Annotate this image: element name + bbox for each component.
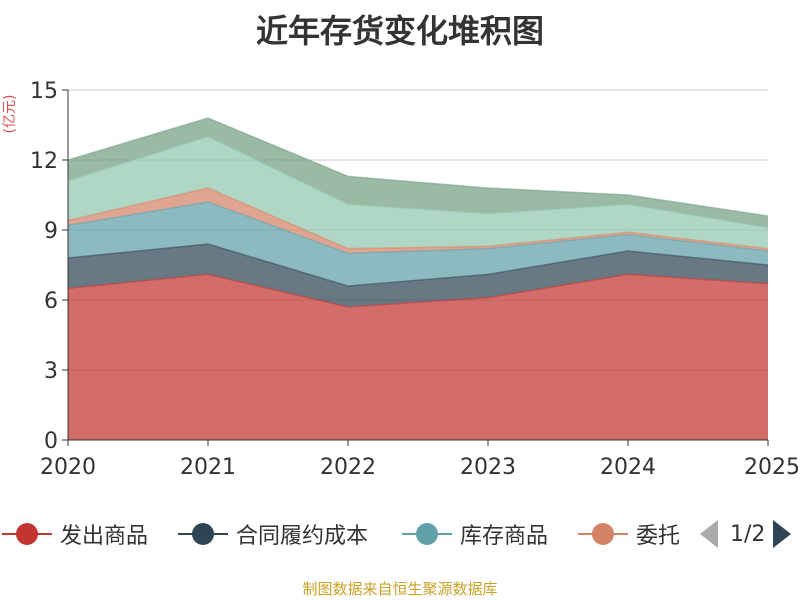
y-axis-unit: (亿元) (2, 94, 18, 134)
legend-item-contract-cost[interactable]: 合同履约成本 (178, 516, 368, 552)
area-series-2 (68, 202, 768, 286)
y-tick-label: 15 (30, 79, 58, 104)
series-line-2 (67, 201, 769, 255)
series-line-1 (67, 243, 769, 287)
legend-pager: 1/2 (700, 516, 792, 552)
legend-item-shipped-goods[interactable]: 发出商品 (2, 516, 148, 552)
legend-symbol (2, 516, 52, 552)
legend-dot (192, 523, 214, 545)
legend-item-consigned-processing[interactable]: 委托 (578, 516, 680, 552)
legend-symbol (578, 516, 628, 552)
pager-prev-icon[interactable] (700, 520, 718, 548)
legend-label: 委托 (636, 524, 681, 549)
series-line-0 (67, 273, 769, 308)
series-line-4 (67, 135, 769, 229)
legend-dot (16, 523, 38, 545)
x-tick-label: 2021 (180, 455, 236, 480)
legend-symbol (402, 516, 452, 552)
source-note: 制图数据来自恒生聚源数据库 (302, 580, 498, 598)
series-line-5 (67, 117, 769, 217)
x-tick-label: 2020 (40, 455, 96, 480)
x-tick-label: 2025 (744, 455, 800, 480)
series-line-3 (67, 187, 769, 250)
legend-dot (592, 523, 614, 545)
x-tick-label: 2022 (320, 455, 376, 480)
pager-next-icon[interactable] (773, 520, 792, 548)
pager-text: 1/2 (730, 521, 766, 547)
legend-label: 合同履约成本 (236, 524, 369, 549)
legend-symbol (178, 516, 228, 552)
legend-item-inventory-goods[interactable]: 库存商品 (402, 516, 548, 552)
area-series-4 (68, 136, 768, 249)
area-series-1 (68, 244, 768, 307)
chart-title: 近年存货变化堆积图 (255, 12, 544, 50)
area-series-3 (68, 188, 768, 254)
area-series-5 (68, 118, 768, 228)
x-tick-label: 2023 (460, 455, 516, 480)
y-tick-label: 12 (30, 149, 58, 174)
x-tick-label: 2024 (600, 455, 656, 480)
y-tick-label: 9 (44, 219, 58, 244)
legend-label: 库存商品 (460, 524, 549, 549)
area-series-0 (68, 274, 768, 440)
y-tick-label: 0 (44, 429, 58, 454)
y-tick-label: 3 (44, 359, 58, 384)
legend-dot (416, 523, 438, 545)
legend-label: 发出商品 (60, 524, 149, 549)
y-tick-label: 6 (44, 289, 58, 314)
legend: 发出商品 合同履约成本 库存商品 委托 (0, 516, 800, 552)
